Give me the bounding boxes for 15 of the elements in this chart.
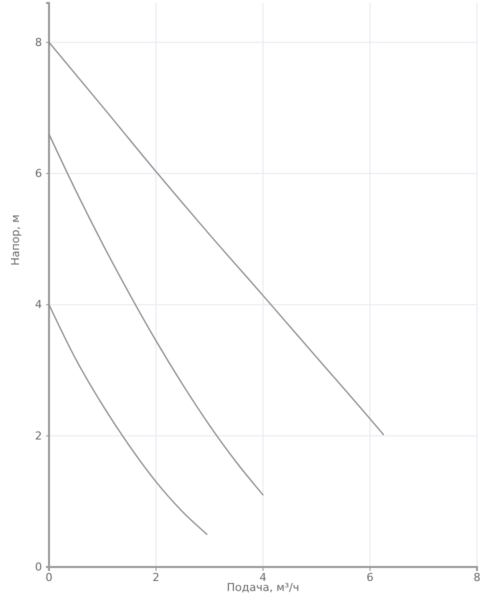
- y-tick-label: 8: [35, 36, 42, 49]
- line-series: [48, 42, 384, 436]
- x-tick-label: 0: [46, 570, 52, 584]
- y-tick-label: 4: [35, 298, 42, 312]
- x-axis-title: Подача, м³/ч: [226, 581, 300, 594]
- line-series: [48, 134, 264, 496]
- y-tick-label: 6: [35, 167, 42, 180]
- x-tick-label: 2: [152, 570, 160, 584]
- x-tick-label: 8: [474, 570, 480, 584]
- line-series: [48, 304, 208, 535]
- x-tick-label: 4: [260, 570, 266, 584]
- y-axis-title: Напор, м: [9, 214, 22, 266]
- x-tick-label: 6: [366, 570, 374, 584]
- y-tick-label: 2: [35, 429, 42, 442]
- y-tick-label: 0: [35, 560, 42, 574]
